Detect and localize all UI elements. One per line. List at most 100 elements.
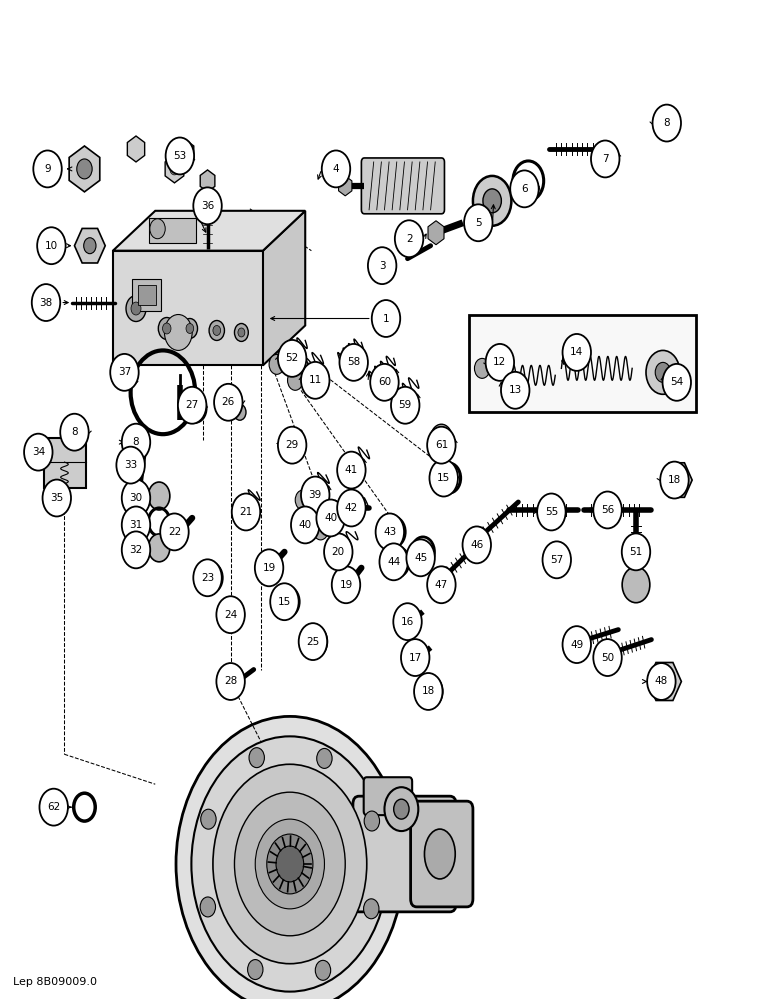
Text: 58: 58 bbox=[347, 357, 361, 367]
Circle shape bbox=[213, 325, 221, 335]
Circle shape bbox=[563, 334, 591, 371]
Circle shape bbox=[392, 555, 403, 569]
Circle shape bbox=[406, 539, 435, 576]
Text: 6: 6 bbox=[521, 184, 528, 194]
Circle shape bbox=[543, 541, 571, 578]
Circle shape bbox=[267, 834, 313, 894]
Text: 18: 18 bbox=[422, 686, 435, 696]
Circle shape bbox=[122, 506, 151, 543]
Circle shape bbox=[122, 531, 151, 568]
Circle shape bbox=[209, 320, 225, 340]
Circle shape bbox=[131, 302, 141, 315]
Circle shape bbox=[427, 566, 455, 603]
Text: 18: 18 bbox=[668, 475, 681, 485]
Circle shape bbox=[591, 141, 619, 177]
Circle shape bbox=[32, 284, 60, 321]
Circle shape bbox=[299, 623, 327, 660]
Circle shape bbox=[72, 426, 81, 438]
Polygon shape bbox=[113, 211, 305, 251]
Polygon shape bbox=[657, 109, 678, 141]
Circle shape bbox=[83, 238, 96, 254]
Text: 45: 45 bbox=[414, 553, 427, 563]
Text: 25: 25 bbox=[306, 637, 320, 647]
Circle shape bbox=[501, 372, 530, 409]
Text: 29: 29 bbox=[286, 440, 299, 450]
Circle shape bbox=[521, 172, 535, 190]
Polygon shape bbox=[69, 146, 100, 192]
Text: 12: 12 bbox=[493, 357, 506, 367]
Circle shape bbox=[201, 809, 216, 829]
Circle shape bbox=[193, 559, 222, 596]
Polygon shape bbox=[547, 543, 567, 573]
Text: 8: 8 bbox=[663, 118, 670, 128]
Circle shape bbox=[380, 543, 408, 580]
Circle shape bbox=[368, 247, 396, 284]
Circle shape bbox=[76, 159, 92, 179]
Text: 14: 14 bbox=[571, 347, 584, 357]
Circle shape bbox=[291, 506, 320, 543]
Bar bbox=[132, 279, 161, 311]
Circle shape bbox=[341, 498, 357, 518]
Circle shape bbox=[216, 596, 245, 633]
Circle shape bbox=[60, 414, 89, 451]
Circle shape bbox=[126, 296, 146, 321]
Bar bbox=[150, 218, 195, 243]
Text: 1: 1 bbox=[383, 314, 389, 324]
Circle shape bbox=[164, 315, 192, 350]
Circle shape bbox=[418, 545, 428, 559]
Circle shape bbox=[303, 626, 327, 658]
Polygon shape bbox=[428, 221, 444, 245]
Circle shape bbox=[122, 480, 151, 516]
Text: 36: 36 bbox=[201, 201, 214, 211]
Text: 62: 62 bbox=[47, 802, 60, 812]
Circle shape bbox=[39, 789, 68, 826]
Circle shape bbox=[364, 811, 380, 831]
Circle shape bbox=[256, 819, 324, 909]
Circle shape bbox=[255, 549, 283, 586]
Circle shape bbox=[42, 480, 71, 516]
Circle shape bbox=[238, 328, 245, 337]
FancyBboxPatch shape bbox=[353, 796, 456, 912]
Circle shape bbox=[313, 520, 328, 540]
Text: 11: 11 bbox=[309, 375, 322, 385]
Circle shape bbox=[182, 319, 198, 338]
Circle shape bbox=[148, 534, 170, 562]
Circle shape bbox=[122, 424, 151, 461]
Text: 44: 44 bbox=[387, 557, 401, 567]
Text: 55: 55 bbox=[545, 507, 558, 517]
Circle shape bbox=[287, 370, 303, 390]
Text: 38: 38 bbox=[39, 298, 52, 308]
Text: 48: 48 bbox=[655, 676, 668, 686]
Circle shape bbox=[391, 387, 419, 424]
Text: 51: 51 bbox=[629, 547, 642, 557]
Circle shape bbox=[393, 603, 422, 640]
Circle shape bbox=[180, 147, 189, 159]
Polygon shape bbox=[165, 155, 184, 183]
Circle shape bbox=[315, 960, 330, 980]
Text: 7: 7 bbox=[602, 154, 608, 164]
Text: 8: 8 bbox=[71, 427, 78, 437]
Circle shape bbox=[191, 736, 388, 992]
Circle shape bbox=[401, 639, 429, 676]
Circle shape bbox=[394, 220, 423, 257]
Circle shape bbox=[655, 362, 671, 382]
Text: 28: 28 bbox=[224, 676, 237, 686]
Circle shape bbox=[317, 748, 332, 768]
Circle shape bbox=[486, 344, 514, 381]
Text: 15: 15 bbox=[278, 597, 291, 607]
Text: 26: 26 bbox=[222, 397, 235, 407]
Polygon shape bbox=[113, 251, 263, 365]
Text: 4: 4 bbox=[333, 164, 340, 174]
Text: 16: 16 bbox=[401, 617, 414, 627]
Polygon shape bbox=[175, 139, 194, 167]
Circle shape bbox=[475, 358, 490, 378]
Text: 32: 32 bbox=[130, 545, 143, 555]
Text: 13: 13 bbox=[509, 385, 522, 395]
Circle shape bbox=[200, 897, 215, 917]
Circle shape bbox=[176, 716, 404, 1000]
Text: 20: 20 bbox=[332, 547, 345, 557]
Circle shape bbox=[662, 118, 673, 132]
Circle shape bbox=[248, 960, 263, 980]
Polygon shape bbox=[339, 176, 352, 196]
Circle shape bbox=[66, 417, 88, 447]
